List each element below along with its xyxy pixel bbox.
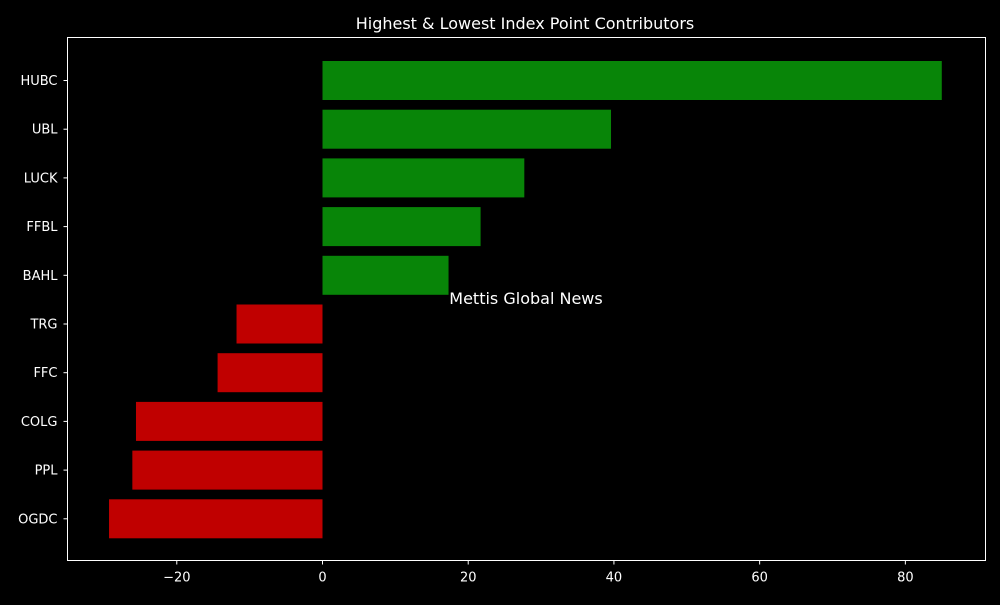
x-tick-label: 60 xyxy=(751,571,768,586)
bars-layer xyxy=(109,61,942,539)
watermark-text: Mettis Global News xyxy=(449,289,602,308)
bar-ffc xyxy=(217,353,323,393)
bar-bahl xyxy=(322,255,449,295)
y-tick-label: BAHL xyxy=(23,269,59,284)
y-tick-label: FFBL xyxy=(26,220,58,235)
bar-colg xyxy=(135,401,323,441)
y-tick-label: COLG xyxy=(21,415,58,430)
bar-ppl xyxy=(132,450,323,490)
x-axis: −20 0 20 40 60 80 xyxy=(163,560,914,586)
y-tick-label: HUBC xyxy=(20,74,57,89)
chart-title: Highest & Lowest Index Point Contributor… xyxy=(356,14,695,33)
x-tick-label: 80 xyxy=(897,571,914,586)
y-tick-label: OGDC xyxy=(18,512,57,527)
x-tick-label: −20 xyxy=(163,571,190,586)
bar-ogdc xyxy=(109,499,323,539)
bar-hubc xyxy=(322,61,942,100)
y-axis: HUBC UBL LUCK FFBL BAHL TRG FFC COLG PPL OGDC xyxy=(18,74,68,527)
bar-ubl xyxy=(322,109,612,149)
bar-luck xyxy=(322,158,525,198)
bar-trg xyxy=(236,304,323,344)
x-tick-label: 40 xyxy=(606,571,623,586)
y-tick-label: FFC xyxy=(33,366,57,381)
x-tick-label: 0 xyxy=(318,571,326,586)
y-tick-label: TRG xyxy=(29,318,57,333)
y-tick-label: UBL xyxy=(32,123,58,138)
y-tick-label: PPL xyxy=(35,464,59,479)
bar-ffbl xyxy=(322,207,481,247)
plot-frame xyxy=(67,37,986,561)
y-tick-label: LUCK xyxy=(24,171,58,186)
x-tick-label: 20 xyxy=(460,571,477,586)
